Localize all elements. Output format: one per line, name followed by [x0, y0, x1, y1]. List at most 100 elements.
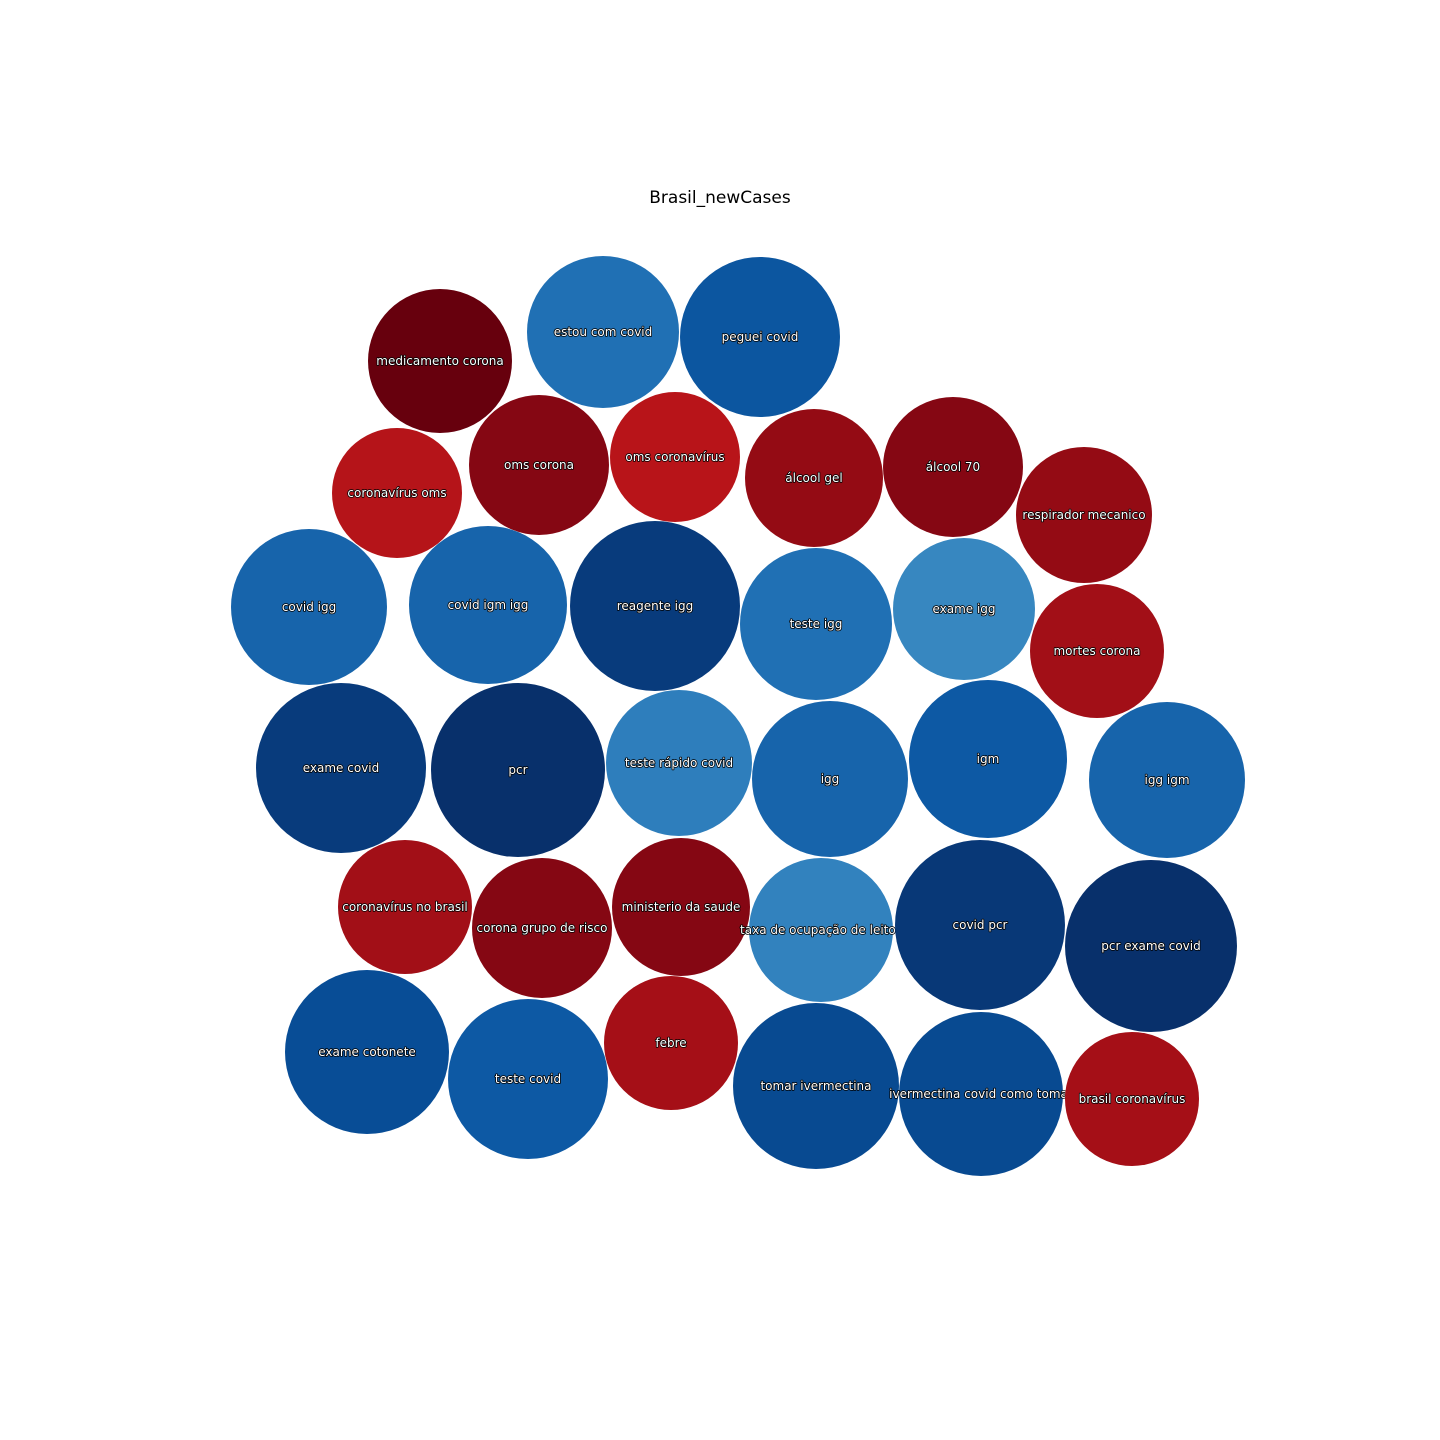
- bubble-circle: [909, 680, 1067, 838]
- bubble-coronavirus-no-brasil: coronavírus no brasil: [338, 840, 472, 974]
- bubble-circle: [332, 428, 462, 558]
- bubble-circle: [612, 838, 750, 976]
- bubble-label: estou com covid: [554, 325, 653, 339]
- bubble-label: teste rápido covid: [625, 756, 733, 770]
- bubble-circle: [610, 392, 740, 522]
- bubble-igg-igm: igg igm: [1089, 702, 1245, 858]
- bubble-label: ivermectina covid como tomar: [889, 1087, 1073, 1101]
- bubble-label: ministerio da saude: [622, 900, 741, 914]
- bubble-circle: [527, 256, 679, 408]
- bubble-respirador-mecanico: respirador mecanico: [1016, 447, 1152, 583]
- bubble-label: corona grupo de risco: [477, 921, 608, 935]
- bubble-label: medicamento corona: [376, 354, 503, 368]
- bubble-label: exame igg: [932, 602, 995, 616]
- bubble-peguei-covid: peguei covid: [680, 257, 840, 417]
- bubble-covid-igm-igg: covid igm igg: [409, 526, 567, 684]
- bubble-circle: [893, 538, 1035, 680]
- bubble-label: tomar ivermectina: [760, 1079, 871, 1093]
- bubble-circle: [680, 257, 840, 417]
- bubble-teste-rapido-covid: teste rápido covid: [606, 690, 752, 836]
- bubble-label: peguei covid: [722, 330, 799, 344]
- bubble-label: teste igg: [790, 617, 843, 631]
- bubble-circle: [448, 999, 608, 1159]
- bubble-circle: [895, 840, 1065, 1010]
- bubble-circle: [1089, 702, 1245, 858]
- bubble-label: pcr: [508, 763, 527, 777]
- bubble-circle: [740, 548, 892, 700]
- bubble-label: oms coronavírus: [625, 450, 724, 464]
- bubble-label: teste covid: [495, 1072, 561, 1086]
- bubble-igm: igm: [909, 680, 1067, 838]
- bubble-corona-grupo-de-risco: corona grupo de risco: [472, 858, 612, 998]
- bubble-febre: febre: [604, 976, 738, 1110]
- bubble-exame-cotonete: exame cotonete: [285, 970, 449, 1134]
- bubble-label: álcool 70: [926, 460, 980, 474]
- bubble-teste-covid: teste covid: [448, 999, 608, 1159]
- bubble-label: coronavírus oms: [347, 486, 446, 500]
- bubble-circle: [1016, 447, 1152, 583]
- bubble-label: reagente igg: [617, 599, 693, 613]
- bubble-covid-pcr: covid pcr: [895, 840, 1065, 1010]
- bubble-label: pcr exame covid: [1101, 939, 1200, 953]
- bubble-exame-igg: exame igg: [893, 538, 1035, 680]
- bubble-oms-coronavirus: oms coronavírus: [610, 392, 740, 522]
- bubble-alcool-gel: álcool gel: [745, 409, 883, 547]
- bubble-label: coronavírus no brasil: [342, 900, 468, 914]
- bubble-circle: [1065, 1032, 1199, 1166]
- bubble-label: exame cotonete: [318, 1045, 416, 1059]
- bubble-label: covid igg: [282, 600, 336, 614]
- bubble-circle: [883, 397, 1023, 537]
- bubble-circle: [285, 970, 449, 1134]
- bubble-circle: [338, 840, 472, 974]
- bubble-circle: [409, 526, 567, 684]
- bubble-circle: [1065, 860, 1237, 1032]
- bubble-label: covid pcr: [953, 918, 1008, 932]
- bubble-circle: [899, 1012, 1063, 1176]
- bubble-pcr-exame-covid: pcr exame covid: [1065, 860, 1237, 1032]
- bubble-taxa-de-ocupacao-de-leitos: taxa de ocupação de leitos: [739, 858, 903, 1002]
- bubble-exame-covid: exame covid: [256, 683, 426, 853]
- bubble-label: álcool gel: [785, 471, 842, 485]
- bubble-label: taxa de ocupação de leitos: [740, 923, 902, 937]
- bubble-oms-corona: oms corona: [469, 395, 609, 535]
- bubble-label: covid igm igg: [448, 598, 529, 612]
- bubble-ivermectina-covid-como-tomar: ivermectina covid como tomar: [888, 1012, 1074, 1176]
- bubble-covid-igg: covid igg: [231, 529, 387, 685]
- bubble-circle: [749, 858, 893, 1002]
- bubble-label: febre: [655, 1036, 686, 1050]
- bubble-circle: [1030, 584, 1164, 718]
- bubble-coronavirus-oms: coronavírus oms: [332, 428, 462, 558]
- bubble-medicamento-corona: medicamento corona: [368, 289, 512, 433]
- bubble-circle: [231, 529, 387, 685]
- bubble-label: oms corona: [504, 458, 574, 472]
- bubble-circle: [604, 976, 738, 1110]
- bubble-label: igg igm: [1144, 773, 1189, 787]
- bubble-circle: [745, 409, 883, 547]
- bubble-circle: [606, 690, 752, 836]
- bubble-label: respirador mecanico: [1022, 508, 1145, 522]
- bubble-estou-com-covid: estou com covid: [527, 256, 679, 408]
- bubble-brasil-coronavirus: brasil coronavírus: [1065, 1032, 1199, 1166]
- bubbles-layer: medicamento corona estou com covid peguei …: [231, 256, 1245, 1176]
- bubble-circle: [469, 395, 609, 535]
- bubble-label: exame covid: [303, 761, 380, 775]
- bubble-reagente-igg: reagente igg: [570, 521, 740, 691]
- bubble-mortes-corona: mortes corona: [1030, 584, 1164, 718]
- bubble-igg: igg: [752, 701, 908, 857]
- bubble-label: mortes corona: [1053, 644, 1140, 658]
- bubble-label: igg: [821, 772, 840, 786]
- bubble-pcr: pcr: [431, 683, 605, 857]
- bubble-circle: [733, 1003, 899, 1169]
- bubble-circle: [368, 289, 512, 433]
- bubble-circle: [256, 683, 426, 853]
- bubble-circle: [472, 858, 612, 998]
- bubble-teste-igg: teste igg: [740, 548, 892, 700]
- bubble-label: brasil coronavírus: [1079, 1092, 1186, 1106]
- bubble-label: igm: [977, 752, 1000, 766]
- chart-title: Brasil_newCases: [649, 188, 791, 208]
- bubble-alcool-70: álcool 70: [883, 397, 1023, 537]
- bubble-tomar-ivermectina: tomar ivermectina: [733, 1003, 899, 1169]
- bubble-circle: [431, 683, 605, 857]
- bubble-circle: [752, 701, 908, 857]
